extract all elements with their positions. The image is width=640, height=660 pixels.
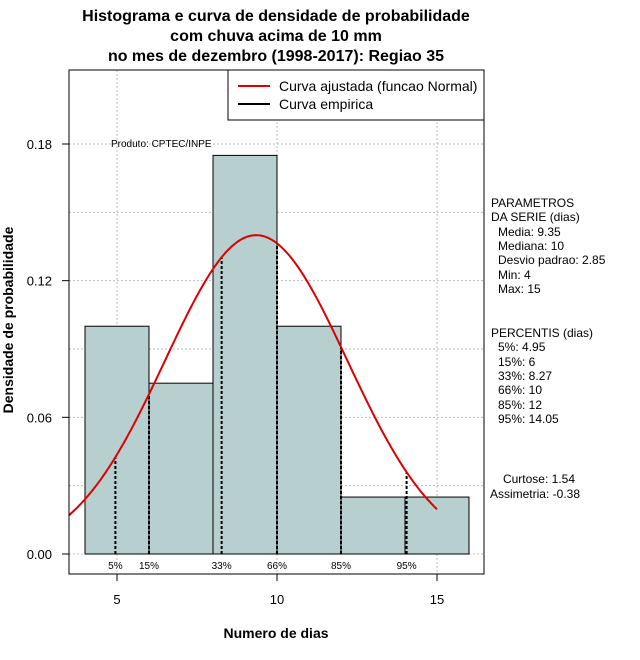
percentil-85: 85%: 12 [498, 398, 542, 412]
legend-label-empirical: Curva empirica [279, 96, 373, 112]
series-parameters: PARAMETROS DA SERIE (dias) Media: 9.35 M… [491, 196, 606, 296]
param-desvio: Desvio padrao: 2.85 [498, 253, 606, 267]
params-header-1: PARAMETROS [491, 196, 574, 210]
normal-curve [68, 234, 438, 516]
x-tick-label: 5 [113, 592, 120, 607]
histogram-bar [340, 496, 406, 555]
histogram-bar [404, 496, 470, 555]
percentile-label: 85% [331, 561, 351, 572]
axes: 5 10 15 0.00 0.06 0.12 0.18 [27, 137, 445, 607]
legend-box [227, 69, 485, 121]
assimetria: Assimetria: -0.38 [490, 487, 580, 501]
percentile-label: 66% [267, 561, 287, 572]
percentil-66: 66%: 10 [498, 383, 542, 397]
x-tick-label: 15 [430, 592, 444, 607]
histogram-bar [84, 325, 150, 555]
shape-stats: Curtose: 1.54 Assimetria: -0.38 [490, 472, 580, 501]
histogram-bar [276, 325, 342, 555]
percentile-label: 95% [397, 561, 417, 572]
percentile-label: 5% [108, 561, 123, 572]
normal-curve-layer [68, 234, 438, 516]
y-tick-label: 0.06 [27, 410, 52, 425]
chart-title-line-2: com chuva acima de 10 mm [170, 28, 382, 45]
percentil-5: 5%: 4.95 [498, 340, 546, 354]
histogram-bars [84, 154, 470, 555]
chart-title-line-1: Histograma e curva de densidade de proba… [82, 8, 470, 25]
y-tick-label: 0.12 [27, 274, 52, 289]
y-tick-label: 0.18 [27, 137, 52, 152]
curtose: Curtose: 1.54 [503, 472, 575, 486]
legend-label-normal: Curva ajustada (funcao Normal) [279, 78, 477, 94]
percentis-header: PERCENTIS (dias) [491, 326, 593, 340]
x-axis-label: Numero de dias [223, 625, 328, 641]
percentil-95: 95%: 14.05 [498, 412, 559, 426]
chart-title-line-3: no mes de dezembro (1998-2017): Regiao 3… [108, 48, 444, 65]
legend: Curva ajustada (funcao Normal) Curva emp… [227, 69, 485, 121]
y-axis-label: Densidade de probabilidade [0, 226, 16, 413]
percentiles-panel: PERCENTIS (dias) 5%: 4.95 15%: 6 33%: 8.… [491, 326, 593, 426]
y-tick-label: 0.00 [27, 547, 52, 562]
histogram-bar [212, 154, 278, 555]
percentil-33: 33%: 8.27 [498, 369, 552, 383]
histogram-bar [148, 382, 214, 555]
params-header-2: DA SERIE (dias) [491, 210, 580, 224]
percentile-label: 15% [139, 561, 159, 572]
percentil-15: 15%: 6 [498, 355, 536, 369]
x-tick-label: 10 [270, 592, 284, 607]
param-min: Min: 4 [498, 268, 531, 282]
param-media: Media: 9.35 [498, 225, 561, 239]
product-annotation: Produto: CPTEC/INPE [111, 139, 212, 150]
param-max: Max: 15 [498, 282, 541, 296]
param-mediana: Mediana: 10 [498, 239, 564, 253]
percentile-lines: 5% 15% 33% 66% 85% 95% [108, 243, 417, 572]
percentile-label: 33% [212, 561, 232, 572]
